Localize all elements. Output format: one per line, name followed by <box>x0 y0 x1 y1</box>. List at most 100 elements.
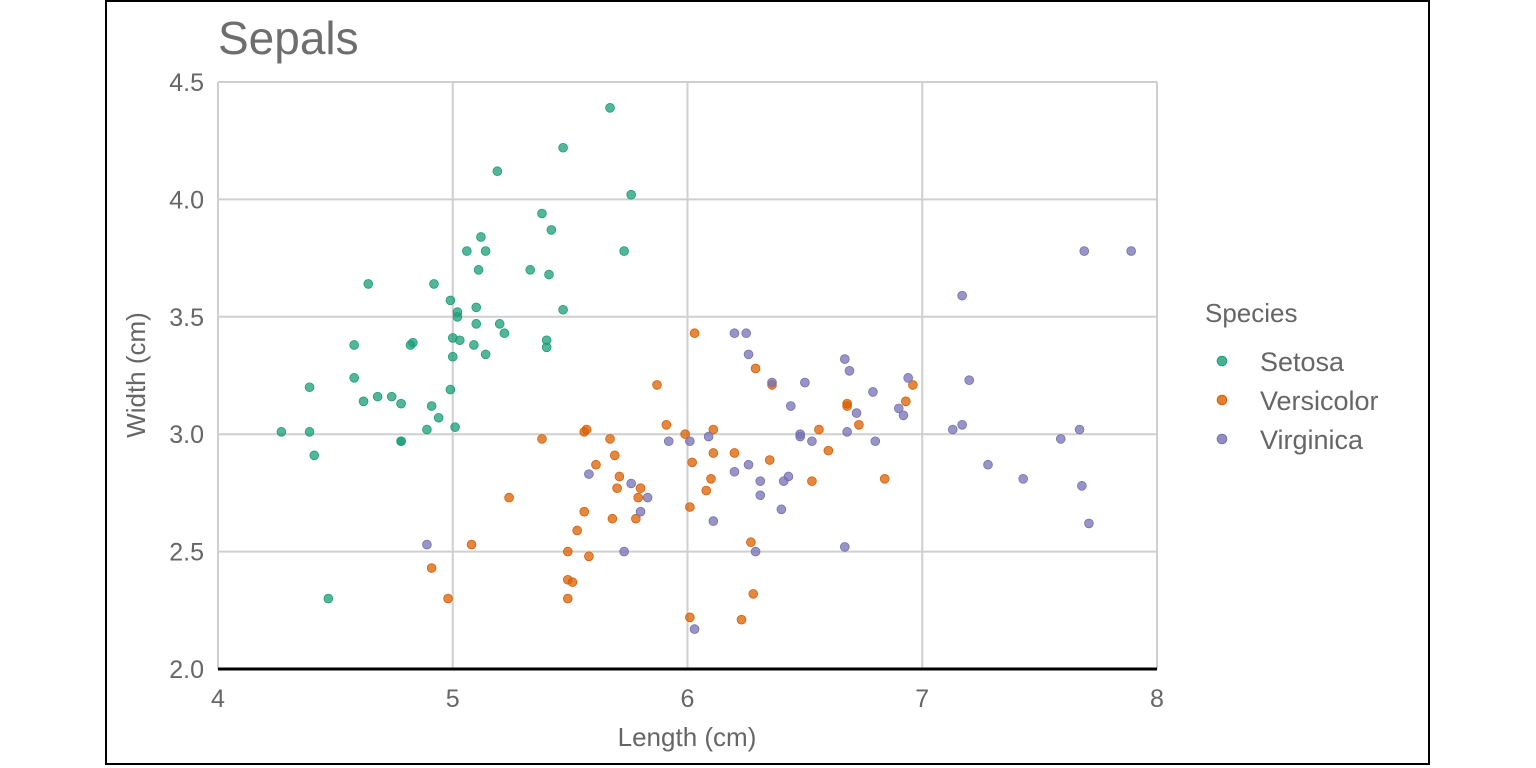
data-point <box>473 265 484 275</box>
data-point <box>562 593 573 604</box>
data-point <box>755 476 766 486</box>
data-point <box>633 492 644 503</box>
data-point <box>422 539 432 550</box>
data-point <box>1077 481 1087 491</box>
data-point <box>898 410 909 421</box>
data-point <box>957 420 967 430</box>
data-point <box>814 424 824 435</box>
data-point <box>854 420 864 430</box>
data-point <box>807 476 817 486</box>
data-point <box>1126 246 1136 256</box>
data-point <box>480 246 491 256</box>
x-tick-label: 8 <box>1150 685 1164 713</box>
data-point <box>635 483 646 494</box>
data-point <box>396 436 406 447</box>
data-point <box>525 265 536 275</box>
data-point <box>807 436 817 447</box>
data-point <box>750 546 761 557</box>
data-point <box>839 354 850 364</box>
data-point <box>607 513 618 524</box>
data-point <box>429 279 439 289</box>
legend-label: Setosa <box>1260 347 1345 377</box>
data-points <box>276 103 1136 634</box>
legend-marker <box>1216 433 1228 445</box>
data-point <box>800 377 810 388</box>
data-point <box>363 279 374 289</box>
x-tick-label: 4 <box>211 685 225 713</box>
data-point <box>964 375 974 385</box>
data-point <box>469 340 479 350</box>
data-point <box>567 577 578 587</box>
data-point <box>851 408 862 418</box>
data-point <box>591 459 601 470</box>
data-point <box>785 401 796 411</box>
data-point <box>492 166 503 177</box>
series-setosa <box>276 103 636 604</box>
data-point <box>687 457 697 468</box>
data-point <box>558 304 568 315</box>
data-point <box>1018 474 1028 484</box>
legend-label: Virginica <box>1260 425 1364 455</box>
data-point <box>680 429 690 440</box>
data-point <box>642 492 653 503</box>
data-point <box>743 349 754 360</box>
x-tick-label: 7 <box>915 685 929 713</box>
y-tick-label: 2.0 <box>169 656 204 684</box>
data-point <box>947 424 958 435</box>
series-versicolor <box>426 328 918 625</box>
legend-title: Species <box>1205 298 1298 328</box>
data-point <box>612 483 622 494</box>
grid-lines <box>217 81 1158 670</box>
data-point <box>447 351 458 362</box>
data-point <box>445 384 456 395</box>
data-point <box>614 471 625 482</box>
data-point <box>408 337 418 348</box>
data-point <box>764 455 775 465</box>
data-point <box>661 420 672 430</box>
data-point <box>450 422 460 432</box>
data-point <box>870 436 881 447</box>
data-point <box>504 492 514 503</box>
data-point <box>767 377 777 388</box>
data-point <box>443 593 453 604</box>
data-point <box>957 290 967 301</box>
data-point <box>605 434 615 444</box>
data-point <box>983 459 993 470</box>
data-point <box>868 387 878 397</box>
data-point <box>276 427 287 437</box>
data-point <box>631 513 641 524</box>
data-point <box>544 269 554 280</box>
data-point <box>823 445 834 456</box>
y-axis-title: Width (cm) <box>121 312 151 438</box>
data-point <box>454 335 465 346</box>
data-point <box>445 295 456 306</box>
data-point <box>471 302 482 313</box>
data-point <box>466 539 477 550</box>
data-point <box>776 504 787 515</box>
data-point <box>309 450 320 461</box>
data-point <box>480 349 491 360</box>
data-point <box>605 103 615 113</box>
data-point <box>1079 246 1090 256</box>
data-point <box>1084 518 1094 529</box>
data-point <box>729 328 740 339</box>
data-point <box>349 340 359 350</box>
series-virginica <box>422 246 1136 634</box>
data-point <box>349 373 359 383</box>
data-point <box>901 396 911 407</box>
data-point <box>755 490 766 501</box>
y-tick-label: 4.0 <box>169 186 204 214</box>
data-point <box>562 546 573 557</box>
data-point <box>729 466 740 477</box>
data-point <box>706 474 716 484</box>
data-point <box>842 427 852 437</box>
data-point <box>558 142 568 153</box>
data-point <box>609 450 620 461</box>
data-point <box>839 542 850 552</box>
data-point <box>584 469 594 479</box>
legend-label: Versicolor <box>1260 386 1379 416</box>
data-point <box>499 328 510 339</box>
data-point <box>433 412 444 423</box>
x-tick-label: 6 <box>681 685 695 713</box>
